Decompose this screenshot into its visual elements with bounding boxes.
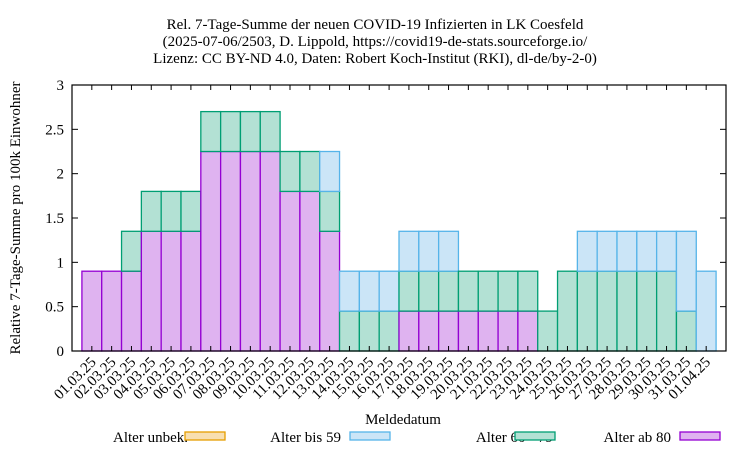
bar-alter-bis-59-17.03.25 <box>398 230 420 272</box>
bar-alter-bis-59-18.03.25 <box>418 230 440 272</box>
bar-alter-60-79-25.03.25 <box>556 270 579 352</box>
bar-alter-60-79-08.03.25 <box>219 110 242 153</box>
bar-alter-ab-80-01.03.25 <box>81 270 103 352</box>
y-tick-label: 0.5 <box>45 300 64 316</box>
bar-alter-bis-59-31.03.25 <box>675 230 697 312</box>
chart-title-line-1: Rel. 7-Tage-Summe der neuen COVID-19 Inf… <box>166 17 584 33</box>
bar-alter-ab-80-18.03.25 <box>418 310 440 352</box>
bar-alter-bis-59-28.03.25 <box>616 230 638 272</box>
legend-swatch <box>349 431 391 441</box>
y-tick-label: 2.5 <box>45 122 64 138</box>
bar-alter-60-79-03.03.25 <box>120 230 143 272</box>
bar-alter-60-79-23.03.25 <box>517 270 539 312</box>
bar-alter-60-79-30.03.25 <box>655 270 678 352</box>
legend-label: Alter bis 59 <box>270 430 341 446</box>
y-tick-label: 3 <box>57 78 65 94</box>
bar-alter-60-79-05.03.25 <box>160 190 182 232</box>
bar-alter-ab-80-21.03.25 <box>477 310 499 352</box>
bar-alter-60-79-12.03.25 <box>299 150 321 193</box>
bar-alter-ab-80-08.03.25 <box>219 150 242 352</box>
bar-alter-ab-80-03.03.25 <box>120 270 143 352</box>
bar-alter-60-79-21.03.25 <box>477 270 499 312</box>
bar-alter-bis-59-26.03.25 <box>576 230 598 272</box>
legend-label: Alter ab 80 <box>604 430 671 446</box>
bar-alter-bis-59-16.03.25 <box>378 270 400 312</box>
x-axis-label: Meldedatum <box>365 412 441 428</box>
bar-alter-60-79-15.03.25 <box>358 310 380 352</box>
bar-alter-ab-80-06.03.25 <box>180 230 202 352</box>
bar-alter-60-79-10.03.25 <box>259 110 281 153</box>
bar-alter-60-79-09.03.25 <box>239 110 261 153</box>
bar-alter-bis-59-27.03.25 <box>596 230 618 272</box>
bar-alter-ab-80-23.03.25 <box>517 310 539 352</box>
y-tick-label: 1 <box>57 255 65 271</box>
bar-alter-ab-80-02.03.25 <box>101 270 123 352</box>
chart-title-line-2: (2025-07-06/2503, D. Lippold, https://co… <box>162 34 588 50</box>
legend-swatch <box>514 431 556 441</box>
bar-alter-60-79-31.03.25 <box>675 310 697 352</box>
bar-alter-ab-80-17.03.25 <box>398 310 420 352</box>
bar-alter-ab-80-10.03.25 <box>259 150 281 352</box>
legend-label: Alter unbek. <box>113 430 188 446</box>
bar-alter-ab-80-13.03.25 <box>319 230 341 352</box>
y-axis-label: Relative 7-Tage-Summe pro 100k Einwohner <box>8 81 24 354</box>
bar-alter-60-79-18.03.25 <box>418 270 440 312</box>
bar-alter-60-79-24.03.25 <box>537 310 559 352</box>
bar-alter-ab-80-19.03.25 <box>437 310 460 352</box>
y-tick-label: 1.5 <box>45 211 64 227</box>
bar-alter-60-79-28.03.25 <box>616 270 638 352</box>
bar-alter-60-79-17.03.25 <box>398 270 420 312</box>
bar-alter-60-79-20.03.25 <box>457 270 479 312</box>
bar-alter-60-79-04.03.25 <box>140 190 162 232</box>
bar-alter-bis-59-14.03.25 <box>338 270 361 312</box>
bar-alter-ab-80-05.03.25 <box>160 230 182 352</box>
chart-title-line-3: Lizenz: CC BY-ND 4.0, Daten: Robert Koch… <box>153 51 597 67</box>
bar-alter-60-79-26.03.25 <box>576 270 598 352</box>
legend-swatch <box>679 431 721 441</box>
bar-alter-60-79-06.03.25 <box>180 190 202 232</box>
bar-alter-bis-59-29.03.25 <box>636 230 658 272</box>
legend-swatch <box>184 431 226 441</box>
bar-alter-60-79-16.03.25 <box>378 310 400 352</box>
bar-alter-60-79-11.03.25 <box>279 150 301 193</box>
y-tick-label: 0 <box>57 344 65 360</box>
bar-alter-60-79-27.03.25 <box>596 270 618 352</box>
bar-alter-60-79-13.03.25 <box>319 190 341 232</box>
bar-alter-bis-59-15.03.25 <box>358 270 380 312</box>
bar-alter-60-79-19.03.25 <box>437 270 460 312</box>
bar-alter-ab-80-11.03.25 <box>279 190 301 352</box>
bar-alter-bis-59-13.03.25 <box>319 150 341 193</box>
bar-alter-60-79-14.03.25 <box>338 310 361 352</box>
bar-alter-ab-80-12.03.25 <box>299 190 321 352</box>
bar-alter-ab-80-09.03.25 <box>239 150 261 352</box>
bar-alter-ab-80-22.03.25 <box>497 310 519 352</box>
bar-alter-ab-80-20.03.25 <box>457 310 479 352</box>
bar-alter-60-79-29.03.25 <box>636 270 658 352</box>
bar-alter-60-79-07.03.25 <box>200 110 222 153</box>
y-tick-label: 2 <box>57 167 65 183</box>
bar-alter-bis-59-30.03.25 <box>655 230 678 272</box>
bar-alter-ab-80-04.03.25 <box>140 230 162 352</box>
bar-alter-ab-80-07.03.25 <box>200 150 222 352</box>
bar-alter-bis-59-01.04.25 <box>695 270 717 352</box>
bar-alter-60-79-22.03.25 <box>497 270 519 312</box>
bar-alter-bis-59-19.03.25 <box>437 230 460 272</box>
